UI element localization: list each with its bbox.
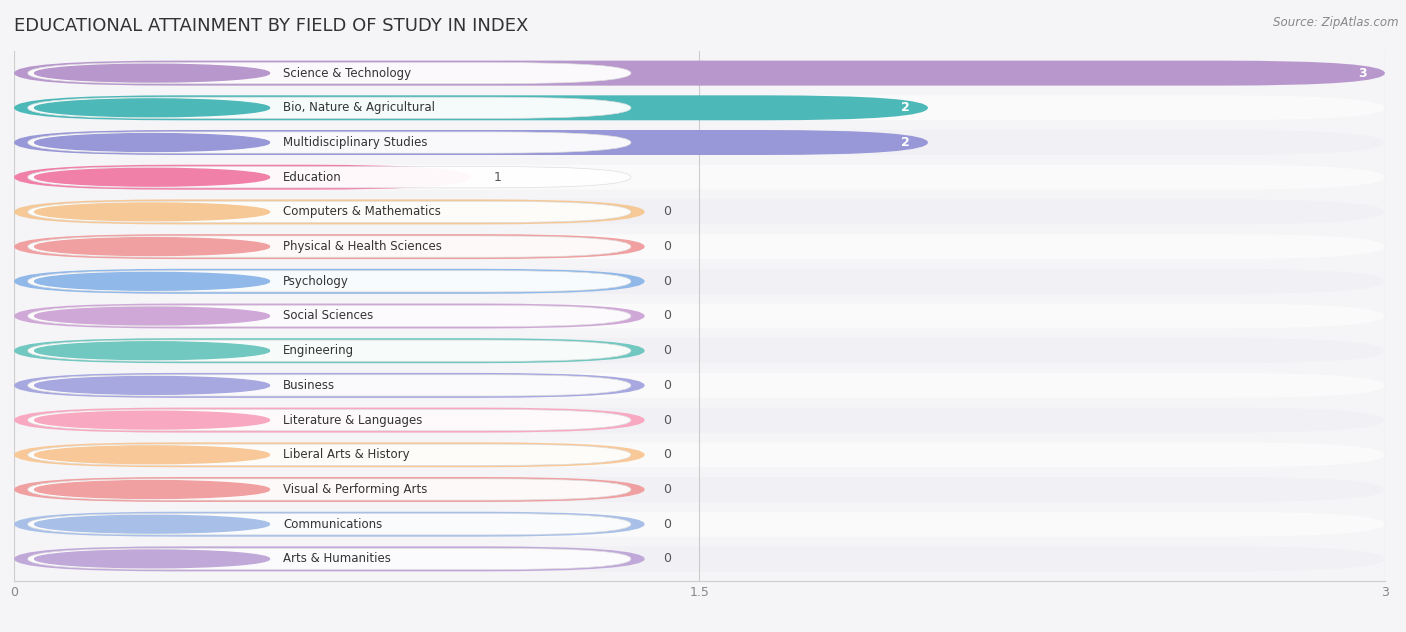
Text: Computers & Mathematics: Computers & Mathematics [283,205,441,219]
Circle shape [35,446,270,464]
FancyBboxPatch shape [14,269,645,294]
Text: 2: 2 [901,136,910,149]
FancyBboxPatch shape [14,165,471,190]
Text: Communications: Communications [283,518,382,531]
FancyBboxPatch shape [14,303,645,329]
Text: Education: Education [283,171,342,184]
FancyBboxPatch shape [14,373,1385,398]
FancyBboxPatch shape [28,236,631,257]
FancyBboxPatch shape [28,549,631,569]
Text: 0: 0 [664,205,671,219]
Circle shape [35,377,270,394]
FancyBboxPatch shape [14,130,1385,155]
FancyBboxPatch shape [28,410,631,431]
FancyBboxPatch shape [28,132,631,153]
Text: Psychology: Psychology [283,275,349,288]
FancyBboxPatch shape [14,130,928,155]
Text: 0: 0 [664,552,671,566]
Circle shape [35,515,270,533]
FancyBboxPatch shape [14,95,1385,120]
FancyBboxPatch shape [14,338,1385,363]
Circle shape [35,133,270,152]
Text: Science & Technology: Science & Technology [283,66,412,80]
FancyBboxPatch shape [14,95,928,120]
Text: 0: 0 [664,448,671,461]
FancyBboxPatch shape [14,512,1385,537]
FancyBboxPatch shape [28,305,631,327]
Text: 2: 2 [901,101,910,114]
Circle shape [35,411,270,429]
Circle shape [35,203,270,221]
Text: 0: 0 [664,310,671,322]
Circle shape [35,342,270,360]
Text: Engineering: Engineering [283,344,354,357]
FancyBboxPatch shape [14,338,645,363]
FancyBboxPatch shape [28,63,631,83]
Circle shape [35,168,270,186]
FancyBboxPatch shape [14,442,1385,467]
Text: Business: Business [283,379,336,392]
Text: 0: 0 [664,344,671,357]
Circle shape [35,238,270,255]
Circle shape [35,480,270,499]
FancyBboxPatch shape [14,477,1385,502]
FancyBboxPatch shape [14,373,645,398]
Text: Source: ZipAtlas.com: Source: ZipAtlas.com [1274,16,1399,29]
FancyBboxPatch shape [28,167,631,188]
Circle shape [35,272,270,290]
FancyBboxPatch shape [14,512,645,537]
FancyBboxPatch shape [28,340,631,362]
Text: 0: 0 [664,483,671,496]
Text: 0: 0 [664,379,671,392]
FancyBboxPatch shape [14,547,1385,571]
FancyBboxPatch shape [14,200,645,224]
FancyBboxPatch shape [28,97,631,118]
Text: Multidisciplinary Studies: Multidisciplinary Studies [283,136,427,149]
FancyBboxPatch shape [14,442,645,467]
Text: Literature & Languages: Literature & Languages [283,413,423,427]
Circle shape [35,550,270,568]
FancyBboxPatch shape [14,303,1385,329]
FancyBboxPatch shape [14,61,1385,85]
FancyBboxPatch shape [14,234,645,259]
FancyBboxPatch shape [28,201,631,222]
FancyBboxPatch shape [14,61,1385,85]
FancyBboxPatch shape [14,234,1385,259]
Text: EDUCATIONAL ATTAINMENT BY FIELD OF STUDY IN INDEX: EDUCATIONAL ATTAINMENT BY FIELD OF STUDY… [14,17,529,35]
Circle shape [35,307,270,325]
Text: Physical & Health Sciences: Physical & Health Sciences [283,240,441,253]
FancyBboxPatch shape [28,514,631,535]
FancyBboxPatch shape [14,408,1385,432]
Text: Liberal Arts & History: Liberal Arts & History [283,448,411,461]
FancyBboxPatch shape [14,408,645,432]
Text: 3: 3 [1358,66,1367,80]
FancyBboxPatch shape [28,444,631,465]
FancyBboxPatch shape [14,165,1385,190]
Text: Arts & Humanities: Arts & Humanities [283,552,391,566]
Circle shape [35,99,270,117]
FancyBboxPatch shape [14,269,1385,294]
Text: 0: 0 [664,240,671,253]
FancyBboxPatch shape [28,375,631,396]
Text: 0: 0 [664,518,671,531]
FancyBboxPatch shape [14,200,1385,224]
FancyBboxPatch shape [28,270,631,292]
Circle shape [35,64,270,82]
Text: 0: 0 [664,275,671,288]
Text: Bio, Nature & Agricultural: Bio, Nature & Agricultural [283,101,436,114]
FancyBboxPatch shape [14,477,645,502]
FancyBboxPatch shape [28,479,631,500]
Text: 1: 1 [494,171,502,184]
Text: 0: 0 [664,413,671,427]
Text: Visual & Performing Arts: Visual & Performing Arts [283,483,427,496]
Text: Social Sciences: Social Sciences [283,310,374,322]
FancyBboxPatch shape [14,547,645,571]
